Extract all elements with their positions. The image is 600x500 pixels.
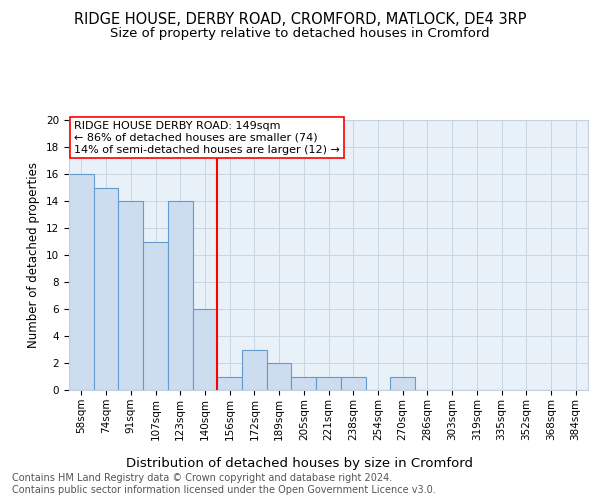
Bar (267, 363, 292, 390)
Text: RIDGE HOUSE, DERBY ROAD, CROMFORD, MATLOCK, DE4 3RP: RIDGE HOUSE, DERBY ROAD, CROMFORD, MATLO… (74, 12, 526, 28)
Bar (118, 201, 143, 390)
Bar (390, 376, 415, 390)
Bar (94, 188, 118, 390)
Bar (341, 376, 365, 390)
Bar (242, 350, 267, 390)
Text: Contains HM Land Registry data © Crown copyright and database right 2024.
Contai: Contains HM Land Registry data © Crown c… (12, 474, 436, 495)
Bar (168, 201, 193, 390)
Bar (292, 376, 316, 390)
Bar (193, 309, 217, 390)
Text: Size of property relative to detached houses in Cromford: Size of property relative to detached ho… (110, 28, 490, 40)
Bar (143, 242, 168, 390)
Y-axis label: Number of detached properties: Number of detached properties (28, 162, 40, 348)
Bar (69, 174, 94, 390)
Text: RIDGE HOUSE DERBY ROAD: 149sqm
← 86% of detached houses are smaller (74)
14% of : RIDGE HOUSE DERBY ROAD: 149sqm ← 86% of … (74, 122, 340, 154)
Bar (316, 376, 341, 390)
Text: Distribution of detached houses by size in Cromford: Distribution of detached houses by size … (127, 458, 473, 470)
Bar (217, 376, 242, 390)
